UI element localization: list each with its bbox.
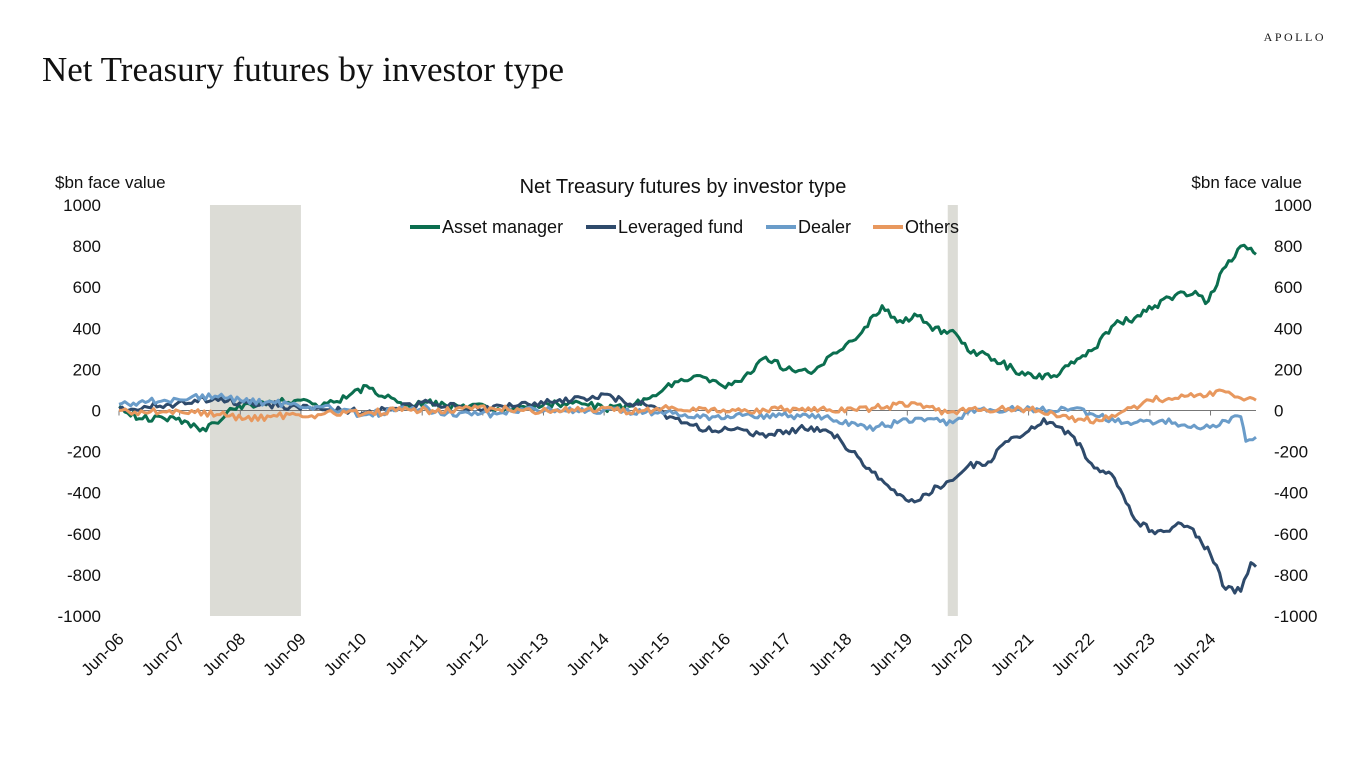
y-tick-label-left: -600 bbox=[67, 525, 101, 544]
x-tick-label: Jun-15 bbox=[623, 629, 673, 679]
legend-label-leveraged-fund: Leveraged fund bbox=[618, 217, 743, 237]
x-tick-label: Jun-06 bbox=[78, 629, 128, 679]
y-tick-label-right: 0 bbox=[1274, 402, 1283, 421]
y-axis-right-label: $bn face value bbox=[1191, 173, 1302, 192]
y-tick-label-left: 200 bbox=[73, 360, 101, 379]
y-tick-label-left: 400 bbox=[73, 319, 101, 338]
series-line-dealer bbox=[118, 392, 1257, 443]
x-tick-label: Jun-14 bbox=[563, 629, 613, 679]
x-tick-label: Jun-08 bbox=[199, 629, 249, 679]
x-tick-label: Jun-20 bbox=[927, 629, 977, 679]
x-tick-label: Jun-24 bbox=[1169, 629, 1219, 679]
y-tick-label-left: 600 bbox=[73, 278, 101, 297]
series-line-asset-manager bbox=[118, 243, 1257, 433]
x-tick-label: Jun-09 bbox=[260, 629, 310, 679]
series-line-others bbox=[118, 388, 1257, 425]
x-tick-label: Jun-18 bbox=[805, 629, 855, 679]
y-tick-label-left: -400 bbox=[67, 484, 101, 503]
y-tick-label-right: 200 bbox=[1274, 360, 1302, 379]
x-tick-label: Jun-07 bbox=[138, 629, 188, 679]
y-tick-label-right: 1000 bbox=[1274, 196, 1312, 215]
x-tick-label: Jun-17 bbox=[745, 629, 795, 679]
y-tick-label-left: 0 bbox=[92, 402, 101, 421]
y-tick-label-right: 600 bbox=[1274, 278, 1302, 297]
y-tick-label-left: 800 bbox=[73, 237, 101, 256]
y-tick-label-right: -1000 bbox=[1274, 607, 1317, 626]
y-tick-label-left: -1000 bbox=[58, 607, 101, 626]
y-tick-label-right: -400 bbox=[1274, 484, 1308, 503]
x-tick-label: Jun-21 bbox=[987, 629, 1037, 679]
y-tick-label-right: -600 bbox=[1274, 525, 1308, 544]
x-tick-label: Jun-13 bbox=[502, 629, 552, 679]
x-tick-label: Jun-22 bbox=[1048, 629, 1098, 679]
legend-label-dealer: Dealer bbox=[798, 217, 851, 237]
x-tick-label: Jun-12 bbox=[441, 629, 491, 679]
y-tick-label-left: -200 bbox=[67, 443, 101, 462]
y-tick-label-right: 400 bbox=[1274, 319, 1302, 338]
page-title: Net Treasury futures by investor type bbox=[42, 50, 565, 89]
legend-label-asset-manager: Asset manager bbox=[442, 217, 563, 237]
chart-title: Net Treasury futures by investor type bbox=[520, 176, 847, 198]
chart-legend: Asset manager Leveraged fund Dealer Others bbox=[410, 217, 959, 237]
y-axis-left-label: $bn face value bbox=[55, 173, 166, 192]
x-tick-label: Jun-10 bbox=[320, 629, 370, 679]
x-tick-label: Jun-19 bbox=[866, 629, 916, 679]
legend-label-others: Others bbox=[905, 217, 959, 237]
y-tick-label-right: 800 bbox=[1274, 237, 1302, 256]
y-tick-label-left: -800 bbox=[67, 566, 101, 585]
brand-logo: APOLLO bbox=[1263, 30, 1326, 44]
x-tick-label: Jun-23 bbox=[1109, 629, 1159, 679]
chart-series bbox=[118, 243, 1258, 595]
y-tick-label-right: -200 bbox=[1274, 443, 1308, 462]
x-tick-label: Jun-11 bbox=[382, 629, 431, 678]
x-tick-label: Jun-16 bbox=[684, 629, 734, 679]
y-tick-label-left: 1000 bbox=[63, 196, 101, 215]
y-tick-label-right: -800 bbox=[1274, 566, 1308, 585]
